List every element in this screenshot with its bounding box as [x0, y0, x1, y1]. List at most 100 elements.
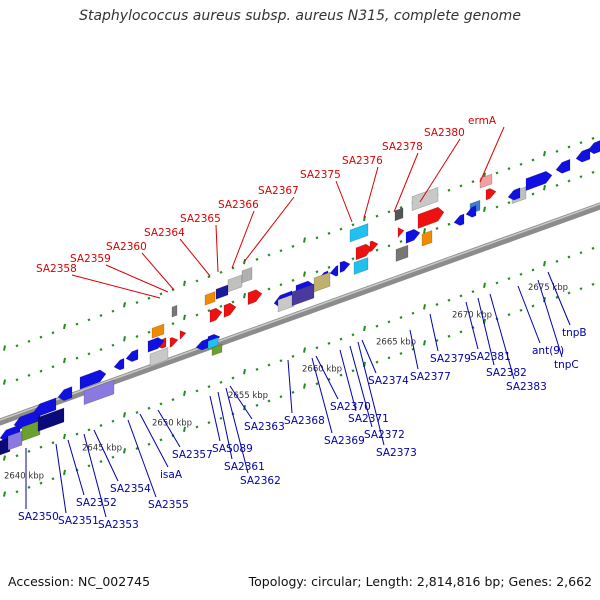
- blue-gene[interactable]: [33, 397, 57, 417]
- red-gene[interactable]: [355, 243, 373, 261]
- feature-block[interactable]: [291, 283, 315, 307]
- blue-gene[interactable]: [587, 140, 600, 155]
- red-gene[interactable]: [369, 240, 379, 253]
- red-gene[interactable]: [209, 307, 223, 323]
- red-gene[interactable]: [485, 188, 497, 201]
- gene-label-sa2370[interactable]: SA2370: [330, 401, 371, 413]
- gene-label-sa2378[interactable]: SA2378: [382, 141, 423, 153]
- gene-label-sa2379[interactable]: SA2379: [430, 353, 471, 365]
- blue-gene[interactable]: [555, 158, 571, 174]
- blue-gene[interactable]: [195, 338, 209, 351]
- gene-label-sa2373[interactable]: SA2373: [376, 447, 417, 459]
- gene-label-sa2360[interactable]: SA2360: [106, 241, 147, 253]
- gene-label-sa2357[interactable]: SA2357: [172, 449, 213, 461]
- gene-label-sa2381[interactable]: SA2381: [470, 351, 511, 363]
- feature-block[interactable]: [421, 230, 433, 247]
- feature-block[interactable]: [215, 284, 229, 300]
- gene-label-ant9[interactable]: ant(9): [532, 345, 564, 357]
- gene-label-sa2374[interactable]: SA2374: [368, 375, 409, 387]
- gene-label-tnpc[interactable]: tnpC: [554, 359, 579, 371]
- gene-label-sa2350[interactable]: SA2350: [18, 511, 59, 523]
- blue-gene[interactable]: [329, 264, 339, 277]
- blue-gene[interactable]: [339, 260, 351, 274]
- gene-label-sa2368[interactable]: SA2368: [284, 415, 325, 427]
- feature-block[interactable]: [21, 420, 41, 442]
- leader-line: [489, 293, 515, 380]
- track-dot: [339, 337, 343, 341]
- gene-label-sa2363[interactable]: SA2363: [244, 421, 285, 433]
- scale-tick-label: 2670 kbp: [452, 310, 492, 320]
- red-gene[interactable]: [223, 302, 237, 318]
- gene-label-sa2375[interactable]: SA2375: [300, 169, 341, 181]
- gene-label-sa2369[interactable]: SA2369: [324, 435, 365, 447]
- blue-gene[interactable]: [57, 386, 73, 401]
- feature-block[interactable]: [204, 291, 216, 306]
- feature-block[interactable]: [241, 266, 253, 284]
- blue-gene[interactable]: [405, 228, 421, 244]
- gene-label-sa2362[interactable]: SA2362: [240, 475, 281, 487]
- gene-label-isaa[interactable]: isaA: [160, 469, 183, 481]
- blue-gene[interactable]: [507, 187, 521, 201]
- gene-label-sa2365[interactable]: SA2365: [180, 213, 221, 225]
- feature-block[interactable]: [211, 343, 223, 357]
- feature-block[interactable]: [149, 347, 169, 367]
- gene-label-sa2354[interactable]: SA2354: [110, 483, 151, 495]
- red-gene[interactable]: [247, 289, 263, 306]
- gene-label-sa2377[interactable]: SA2377: [410, 371, 451, 383]
- gene-label-sa2382[interactable]: SA2382: [486, 367, 527, 379]
- track-dot: [135, 447, 139, 451]
- red-gene[interactable]: [169, 337, 179, 348]
- gene-label-sa2358[interactable]: SA2358: [36, 263, 77, 275]
- gene-label-sa2361[interactable]: SA2361: [224, 461, 265, 473]
- blue-gene[interactable]: [525, 170, 553, 192]
- gene-label-sa2367[interactable]: SA2367: [258, 185, 299, 197]
- blue-gene[interactable]: [575, 147, 591, 163]
- feature-block[interactable]: [171, 304, 178, 318]
- feature-block[interactable]: [227, 274, 243, 293]
- feature-block[interactable]: [353, 257, 369, 275]
- feature-block[interactable]: [394, 207, 404, 222]
- leader-line: [139, 413, 169, 468]
- track-dot: [231, 300, 235, 304]
- red-gene[interactable]: [179, 330, 187, 340]
- blue-gene[interactable]: [465, 205, 477, 218]
- leader-line: [315, 355, 339, 400]
- feature-block[interactable]: [395, 244, 409, 262]
- feature-block[interactable]: [277, 293, 295, 313]
- accession-text: Accession: NC_002745: [8, 574, 151, 589]
- gene-label-sa2352[interactable]: SA2352: [76, 497, 117, 509]
- blue-gene[interactable]: [79, 369, 107, 390]
- feature-block[interactable]: [83, 379, 115, 406]
- feature-block[interactable]: [411, 186, 439, 212]
- gene-label-sa2383[interactable]: SA2383: [506, 381, 547, 393]
- gene-label-sa2366[interactable]: SA2366: [218, 199, 259, 211]
- gene-label-sa2364[interactable]: SA2364: [144, 227, 185, 239]
- red-gene[interactable]: [397, 227, 405, 238]
- blue-gene[interactable]: [453, 213, 465, 226]
- gene-label-sa2372[interactable]: SA2372: [364, 429, 405, 441]
- gene-label-tnpb[interactable]: tnpB: [562, 327, 587, 339]
- track-dot: [243, 368, 246, 375]
- gene-label-sa2380[interactable]: SA2380: [424, 127, 465, 139]
- feature-block[interactable]: [349, 223, 369, 243]
- feature-block[interactable]: [37, 407, 65, 432]
- gene-label-sas089[interactable]: SAS089: [212, 443, 253, 455]
- gene-label-sa2376[interactable]: SA2376: [342, 155, 383, 167]
- gene-label-sa2351[interactable]: SA2351: [58, 515, 99, 527]
- track-dot: [63, 323, 66, 330]
- blue-gene[interactable]: [125, 348, 139, 362]
- blue-gene[interactable]: [113, 357, 125, 371]
- gene-label-sa2355[interactable]: SA2355: [148, 499, 189, 511]
- feature-block[interactable]: [479, 173, 493, 189]
- feature-block[interactable]: [313, 271, 331, 293]
- gene-label-erma[interactable]: ermA: [468, 115, 497, 127]
- red-gene[interactable]: [417, 206, 445, 229]
- gene-label-sa2353[interactable]: SA2353: [98, 519, 139, 531]
- track-dot: [447, 188, 451, 192]
- feature-block[interactable]: [0, 436, 11, 456]
- feature-block[interactable]: [151, 323, 165, 339]
- blue-gene[interactable]: [147, 337, 165, 353]
- feature-block[interactable]: [7, 430, 23, 451]
- gene-label-sa2359[interactable]: SA2359: [70, 253, 111, 265]
